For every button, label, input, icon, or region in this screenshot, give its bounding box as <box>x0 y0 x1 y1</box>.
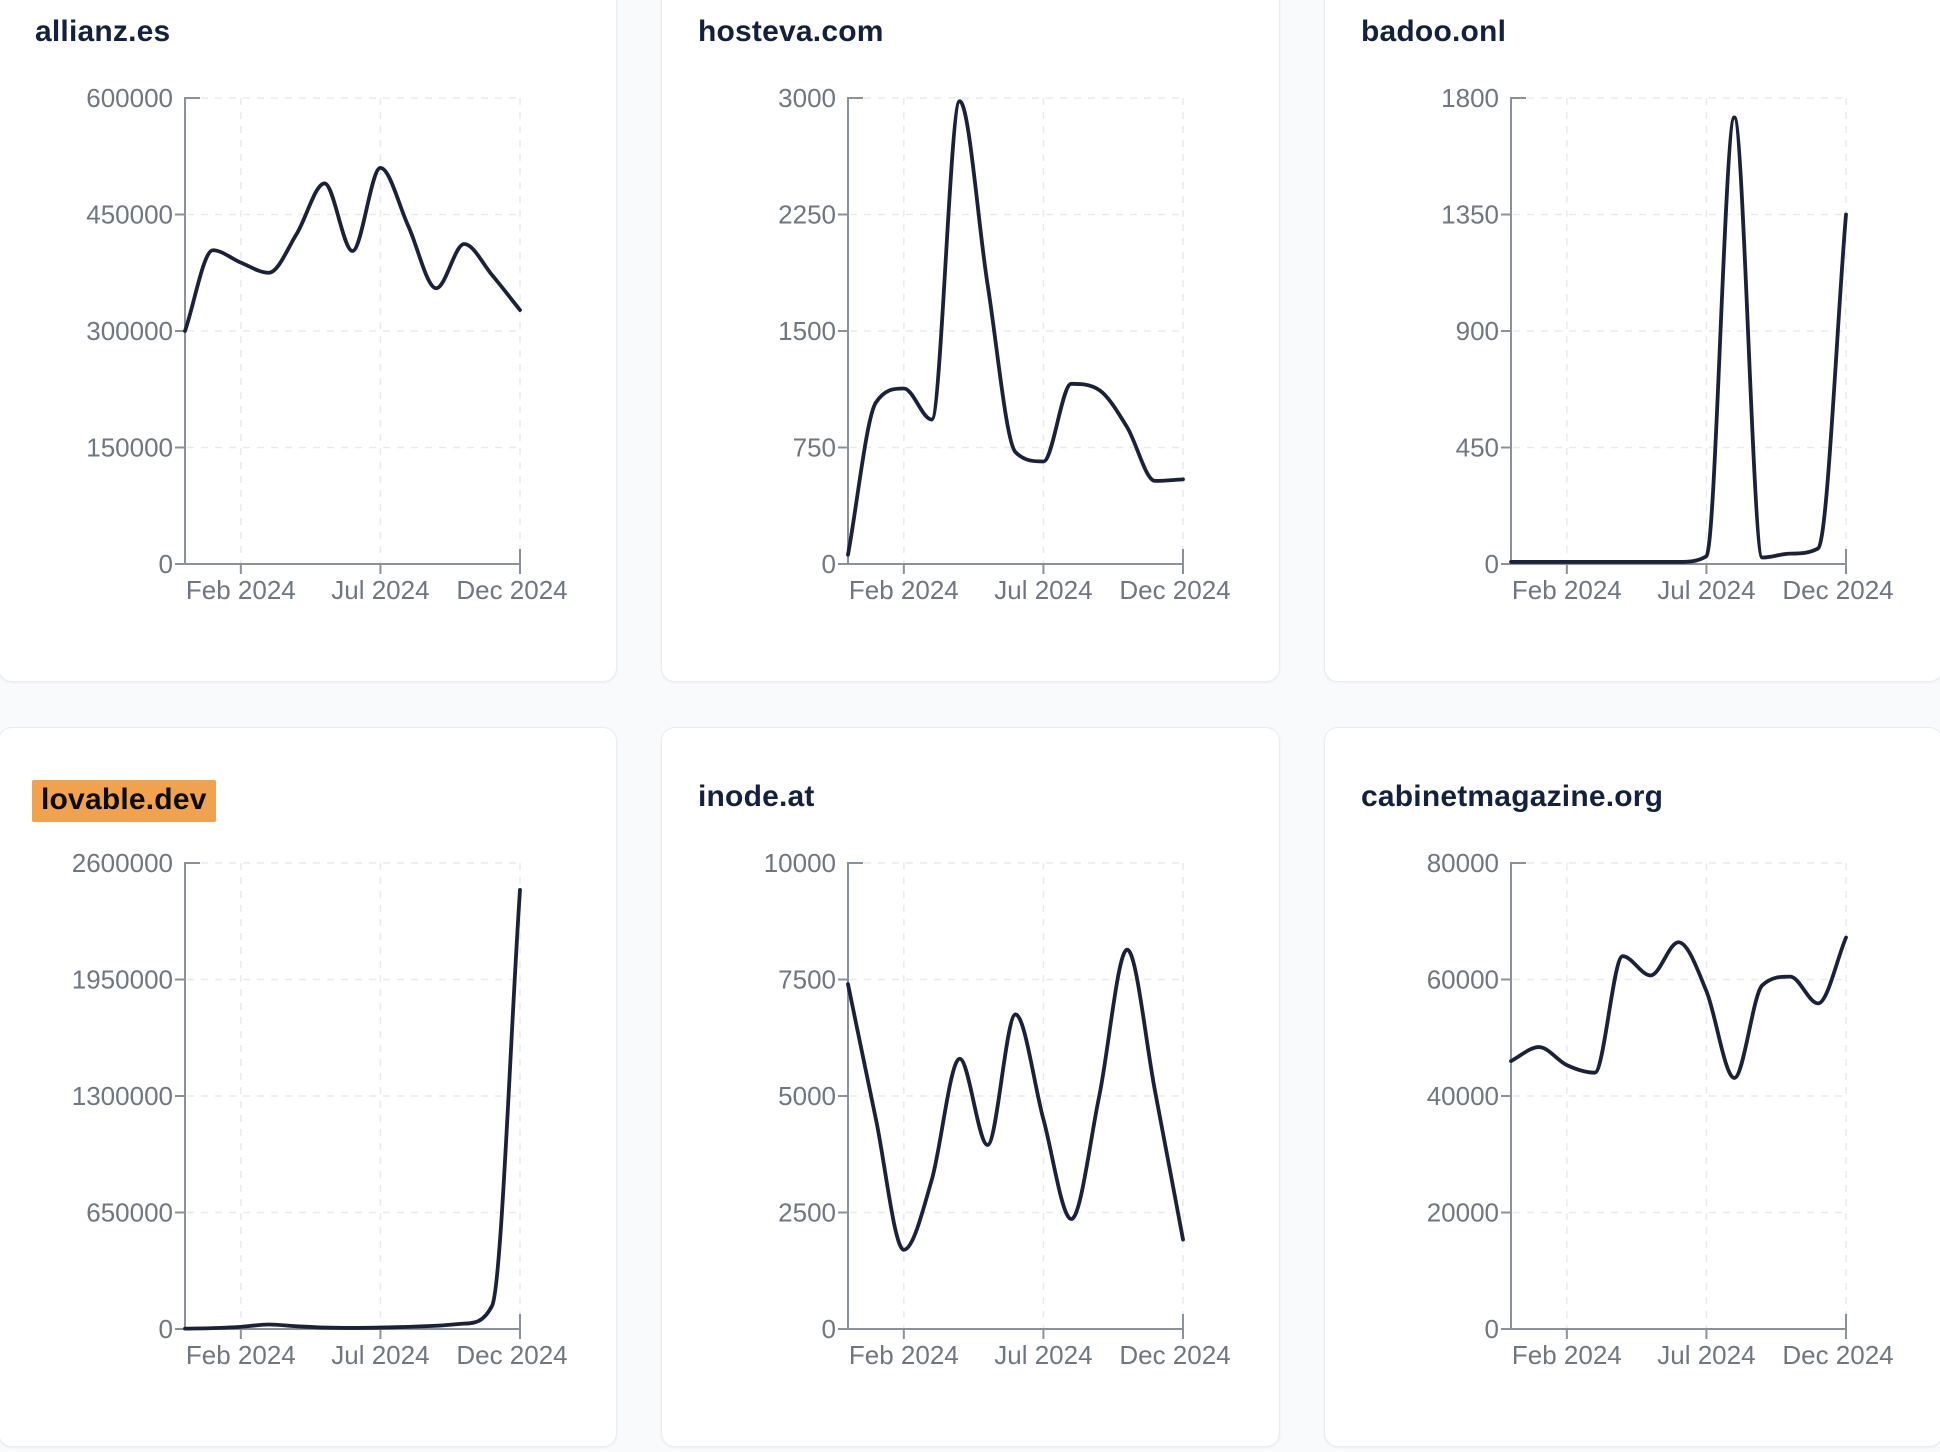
y-tick-label: 0 <box>159 1314 173 1344</box>
domain-title[interactable]: lovable.dev <box>32 780 216 822</box>
y-tick-label: 60000 <box>1427 965 1499 995</box>
domain-chart-card[interactable]: inode.at 0 2500 5000 7500 10000 Feb 2024 Jul 2… <box>661 727 1280 1447</box>
y-tick-label: 5000 <box>778 1081 836 1111</box>
x-tick-label: Jul 2024 <box>331 575 429 605</box>
y-tick-label: 1350 <box>1441 200 1499 230</box>
y-tick-label: 1800 <box>1441 83 1499 113</box>
x-tick-label: Jul 2024 <box>1657 575 1755 605</box>
traffic-line <box>1509 935 1848 1080</box>
x-tick-label: Feb 2024 <box>1512 575 1622 605</box>
x-tick-label: Dec 2024 <box>456 575 567 605</box>
domain-chart-card[interactable]: badoo.onl 0 450 900 1350 1800 Feb 2024 Jul 202… <box>1324 0 1940 682</box>
x-tick-label: Jul 2024 <box>1657 1340 1755 1370</box>
x-tick-label: Jul 2024 <box>331 1340 429 1370</box>
y-tick-label: 150000 <box>86 433 173 463</box>
y-tick-label: 80000 <box>1427 848 1499 878</box>
traffic-line-chart: 0 650000 1300000 1950000 2600000 Feb 2024 Jul … <box>72 848 568 1370</box>
x-tick-label: Dec 2024 <box>1119 575 1230 605</box>
y-tick-label: 2250 <box>778 200 836 230</box>
y-tick-label: 0 <box>159 549 173 579</box>
traffic-line <box>846 99 1185 557</box>
domain-title[interactable]: inode.at <box>698 780 815 813</box>
traffic-line-chart: 0 20000 40000 60000 80000 Feb 2024 Jul 2024 Dec… <box>1427 848 1894 1370</box>
domain-title[interactable]: hosteva.com <box>698 15 884 48</box>
y-tick-label: 3000 <box>778 83 836 113</box>
y-tick-label: 0 <box>822 1314 836 1344</box>
y-tick-label: 1300000 <box>72 1081 173 1111</box>
traffic-line-chart: 0 150000 300000 450000 600000 Feb 2024 Jul 202… <box>86 83 567 605</box>
x-tick-label: Feb 2024 <box>1512 1340 1622 1370</box>
y-tick-label: 750 <box>793 433 836 463</box>
x-tick-label: Feb 2024 <box>849 575 959 605</box>
y-tick-label: 0 <box>1485 549 1499 579</box>
y-tick-label: 650000 <box>86 1198 173 1228</box>
domain-chart-card[interactable]: allianz.es 0 150000 300000 450000 600000 Feb … <box>0 0 617 682</box>
traffic-line-chart: 0 750 1500 2250 3000 Feb 2024 Jul 2024 Dec 2024 <box>778 83 1231 605</box>
x-tick-label: Jul 2024 <box>994 1340 1092 1370</box>
y-tick-label: 40000 <box>1427 1081 1499 1111</box>
x-tick-label: Dec 2024 <box>1782 1340 1893 1370</box>
y-tick-label: 900 <box>1456 316 1499 346</box>
y-tick-label: 600000 <box>86 83 173 113</box>
y-tick-label: 10000 <box>764 848 836 878</box>
y-tick-label: 300000 <box>86 316 173 346</box>
domain-title[interactable]: badoo.onl <box>1361 15 1507 48</box>
y-tick-label: 1950000 <box>72 965 173 995</box>
x-tick-label: Dec 2024 <box>1782 575 1893 605</box>
traffic-line-chart: 0 450 900 1350 1800 Feb 2024 Jul 2024 Dec 2024 <box>1441 83 1894 605</box>
x-tick-label: Dec 2024 <box>1119 1340 1230 1370</box>
traffic-line <box>846 947 1185 1252</box>
y-tick-label: 7500 <box>778 965 836 995</box>
y-tick-label: 450000 <box>86 200 173 230</box>
y-tick-label: 450 <box>1456 433 1499 463</box>
y-tick-label: 0 <box>1485 1314 1499 1344</box>
y-tick-label: 1500 <box>778 316 836 346</box>
x-tick-label: Dec 2024 <box>456 1340 567 1370</box>
y-tick-label: 20000 <box>1427 1198 1499 1228</box>
traffic-line <box>183 887 522 1331</box>
domain-chart-card[interactable]: cabinetmagazine.org 0 20000 40000 60000 8000… <box>1324 727 1940 1447</box>
x-tick-label: Feb 2024 <box>186 1340 296 1370</box>
domain-title[interactable]: cabinetmagazine.org <box>1361 780 1664 813</box>
y-tick-label: 2500 <box>778 1198 836 1228</box>
x-tick-label: Feb 2024 <box>849 1340 959 1370</box>
traffic-line-chart: 0 2500 5000 7500 10000 Feb 2024 Jul 2024 Dec 20… <box>764 848 1231 1370</box>
y-tick-label: 0 <box>822 549 836 579</box>
y-tick-label: 2600000 <box>72 848 173 878</box>
domain-title[interactable]: allianz.es <box>35 15 171 48</box>
traffic-line <box>183 166 522 333</box>
x-tick-label: Feb 2024 <box>186 575 296 605</box>
traffic-line <box>1509 115 1848 564</box>
domain-chart-card[interactable]: lovable.dev 0 650000 1300000 1950000 2600000… <box>0 727 617 1447</box>
domain-chart-card[interactable]: hosteva.com 0 750 1500 2250 3000 Feb 2024 Jul … <box>661 0 1280 682</box>
x-tick-label: Jul 2024 <box>994 575 1092 605</box>
